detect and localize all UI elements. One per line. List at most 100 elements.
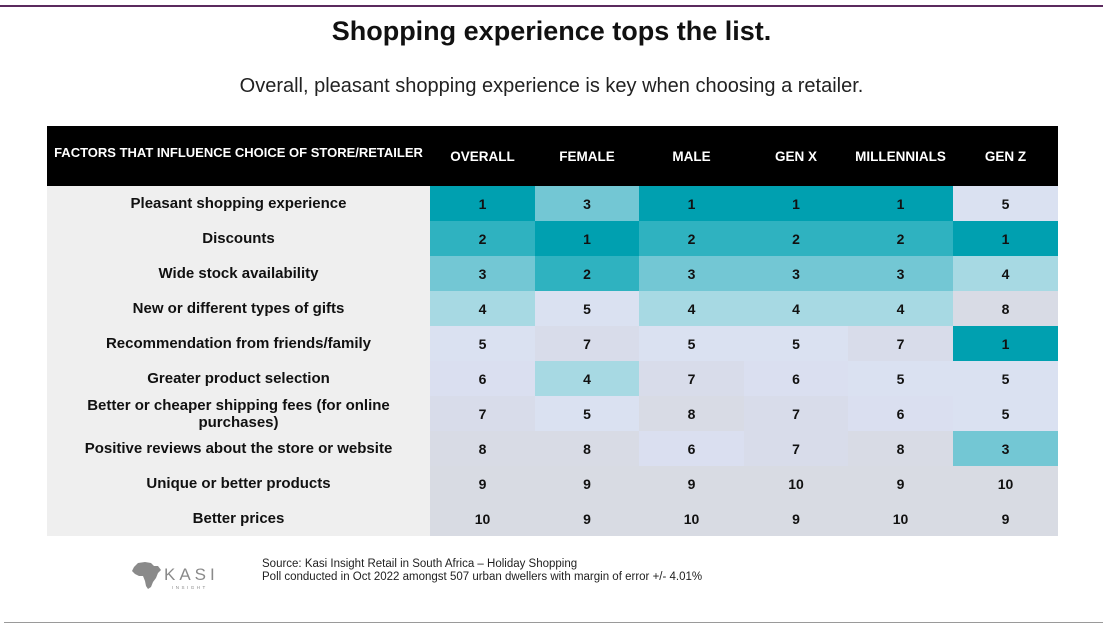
factor-label: Better prices: [47, 501, 430, 536]
rank-cell: 5: [430, 326, 535, 361]
column-header-male: MALE: [639, 126, 744, 186]
rank-cell: 5: [953, 396, 1058, 431]
factor-label: Recommendation from friends/family: [47, 326, 430, 361]
table-row: Positive reviews about the store or webs…: [47, 431, 1058, 466]
rank-cell: 3: [639, 256, 744, 291]
bottom-divider: [4, 622, 1103, 623]
column-header-overall: OVERALL: [430, 126, 535, 186]
table-row: Greater product selection 6 4 7 6 5 5: [47, 361, 1058, 396]
table-row: Wide stock availability 3 2 3 3 3 4: [47, 256, 1058, 291]
logo-subtext: INSIGHT: [172, 585, 208, 590]
table-row: Better or cheaper shipping fees (for onl…: [47, 396, 1058, 431]
rank-cell: 10: [848, 501, 953, 536]
rank-cell: 10: [430, 501, 535, 536]
rank-cell: 3: [953, 431, 1058, 466]
rank-cell: 8: [430, 431, 535, 466]
rank-cell: 9: [535, 501, 639, 536]
column-header-gen-z: GEN Z: [953, 126, 1058, 186]
rank-cell: 10: [744, 466, 848, 501]
table-header-row: FACTORS THAT INFLUENCE CHOICE OF STORE/R…: [47, 126, 1058, 186]
rank-cell: 5: [535, 396, 639, 431]
africa-map-icon: [132, 562, 161, 589]
rank-cell: 7: [430, 396, 535, 431]
page-title: Shopping experience tops the list.: [331, 16, 772, 46]
rank-cell: 1: [953, 221, 1058, 256]
rank-cell: 7: [639, 361, 744, 396]
rank-cell: 9: [535, 466, 639, 501]
rank-cell: 7: [744, 396, 848, 431]
rank-cell: 4: [639, 291, 744, 326]
table-row: Better prices 10 9 10 9 10 9: [47, 501, 1058, 536]
rank-cell: 2: [535, 256, 639, 291]
rank-cell: 2: [848, 221, 953, 256]
rank-cell: 3: [744, 256, 848, 291]
rank-cell: 6: [848, 396, 953, 431]
page-subtitle: Overall, pleasant shopping experience is…: [239, 75, 864, 97]
column-header-gen-x: GEN X: [744, 126, 848, 186]
rank-cell: 4: [430, 291, 535, 326]
rank-cell: 6: [430, 361, 535, 396]
rank-cell: 8: [639, 396, 744, 431]
rank-cell: 3: [848, 256, 953, 291]
factor-label: Pleasant shopping experience: [47, 186, 430, 221]
rank-cell: 10: [953, 466, 1058, 501]
rank-cell: 4: [953, 256, 1058, 291]
rank-cell: 5: [953, 361, 1058, 396]
rank-cell: 9: [848, 466, 953, 501]
rank-cell: 7: [848, 326, 953, 361]
rank-cell: 2: [639, 221, 744, 256]
factor-label: Better or cheaper shipping fees (for onl…: [47, 396, 430, 431]
rank-cell: 9: [744, 501, 848, 536]
rank-cell: 9: [430, 466, 535, 501]
rank-cell: 2: [430, 221, 535, 256]
table-row: New or different types of gifts 4 5 4 4 4 8: [47, 291, 1058, 326]
rank-cell: 5: [744, 326, 848, 361]
rank-cell: 1: [744, 186, 848, 221]
rank-cell: 3: [430, 256, 535, 291]
rank-cell: 4: [535, 361, 639, 396]
column-header-millennials: MILLENNIALS: [848, 126, 953, 186]
table-row: Unique or better products 9 9 9 10 9 10: [47, 466, 1058, 501]
factor-label: Greater product selection: [47, 361, 430, 396]
table-row: Recommendation from friends/family 5 7 5 5 7 1: [47, 326, 1058, 361]
rank-cell: 9: [639, 466, 744, 501]
column-header-female: FEMALE: [535, 126, 639, 186]
ranking-heatmap-table: FACTORS THAT INFLUENCE CHOICE OF STORE/R…: [47, 126, 1058, 536]
rank-cell: 5: [639, 326, 744, 361]
rank-cell: 8: [953, 291, 1058, 326]
rank-cell: 8: [848, 431, 953, 466]
logo-wordmark: KASI: [164, 565, 219, 584]
rank-cell: 8: [535, 431, 639, 466]
table-row: Pleasant shopping experience 1 3 1 1 1 5: [47, 186, 1058, 221]
source-note: Source: Kasi Insight Retail in South Afr…: [262, 558, 702, 584]
rank-cell: 1: [535, 221, 639, 256]
top-divider: [0, 5, 1103, 7]
rank-cell: 3: [535, 186, 639, 221]
table-row: Discounts 2 1 2 2 2 1: [47, 221, 1058, 256]
rank-cell: 1: [848, 186, 953, 221]
rank-cell: 7: [535, 326, 639, 361]
rank-cell: 1: [953, 326, 1058, 361]
factor-label: Discounts: [47, 221, 430, 256]
source-line: Source: Kasi Insight Retail in South Afr…: [262, 558, 578, 570]
factor-label: Unique or better products: [47, 466, 430, 501]
rank-cell: 4: [848, 291, 953, 326]
rank-cell: 5: [953, 186, 1058, 221]
column-header-factor: FACTORS THAT INFLUENCE CHOICE OF STORE/R…: [47, 126, 430, 186]
rank-cell: 6: [639, 431, 744, 466]
poll-line: Poll conducted in Oct 2022 amongst 507 u…: [262, 571, 703, 583]
rank-cell: 4: [744, 291, 848, 326]
rank-cell: 5: [535, 291, 639, 326]
rank-cell: 1: [430, 186, 535, 221]
factor-label: Wide stock availability: [47, 256, 430, 291]
factor-label: New or different types of gifts: [47, 291, 430, 326]
rank-cell: 9: [953, 501, 1058, 536]
rank-cell: 2: [744, 221, 848, 256]
table-body: Pleasant shopping experience 1 3 1 1 1 5 Discou…: [47, 186, 1058, 536]
rank-cell: 1: [639, 186, 744, 221]
factor-label: Positive reviews about the store or webs…: [47, 431, 430, 466]
rank-cell: 7: [744, 431, 848, 466]
rank-cell: 10: [639, 501, 744, 536]
rank-cell: 5: [848, 361, 953, 396]
kasi-insight-logo: KASI INSIGHT: [132, 562, 219, 590]
